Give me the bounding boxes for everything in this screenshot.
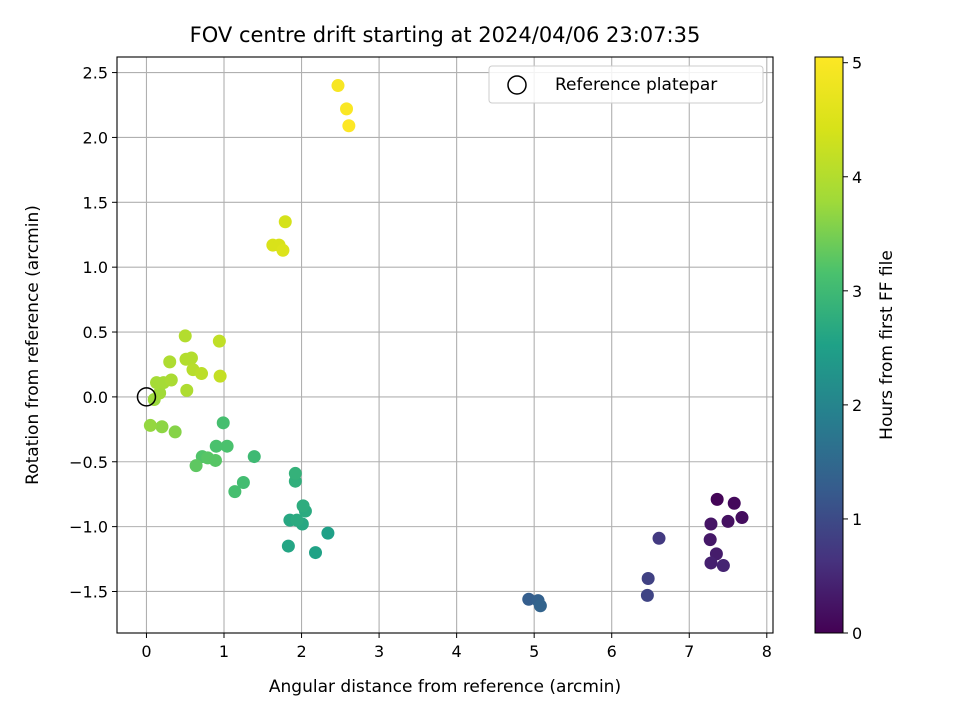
x-tick-label: 3 <box>374 642 384 661</box>
data-point <box>288 466 302 480</box>
chart-title: FOV centre drift starting at 2024/04/06 … <box>190 23 701 47</box>
data-point <box>710 492 724 506</box>
data-point <box>704 517 718 531</box>
x-tick-label: 4 <box>452 642 462 661</box>
data-point <box>721 514 735 528</box>
y-tick-label: 1.0 <box>83 258 108 277</box>
plot-area: 0 1 2 3 4 5 6 7 8 −1.5 −1.0 −0.5 0.0 0.5 1.0 1.5 2.0 2.5 <box>69 56 774 661</box>
y-tick-label: −1.0 <box>69 518 108 537</box>
x-tick-label: 5 <box>529 642 539 661</box>
legend-box <box>488 65 764 104</box>
data-point <box>640 588 654 602</box>
data-point <box>195 367 209 381</box>
colorbar-tick-label: 2 <box>852 396 862 415</box>
y-tick-label: 0.5 <box>83 323 108 342</box>
colorbar: 0 1 2 3 4 5 Hours from first FF file <box>814 54 897 643</box>
colorbar-ticks: 0 1 2 3 4 5 <box>843 54 862 643</box>
data-point <box>652 531 666 545</box>
data-point <box>213 369 227 383</box>
data-point <box>340 102 354 116</box>
x-tick-label: 0 <box>141 642 151 661</box>
data-point <box>164 373 178 387</box>
data-point <box>168 425 182 439</box>
colorbar-tick-label: 1 <box>852 510 862 529</box>
data-point <box>184 351 198 365</box>
colorbar-tick-label: 4 <box>852 168 862 187</box>
plot-frame <box>116 56 774 634</box>
x-tick-label: 8 <box>762 642 772 661</box>
data-points <box>143 79 749 613</box>
x-tick-label: 6 <box>607 642 617 661</box>
data-point <box>178 329 192 343</box>
legend-open-circle-marker <box>507 75 527 95</box>
data-point <box>703 533 717 547</box>
data-point <box>208 453 222 467</box>
x-tick-label: 2 <box>296 642 306 661</box>
x-axis-label: Angular distance from reference (arcmin) <box>269 677 621 697</box>
legend: Reference platepar <box>488 65 764 104</box>
grid <box>117 57 773 633</box>
data-point <box>228 485 242 499</box>
data-point <box>727 496 741 510</box>
y-tick-label: 2.5 <box>83 64 108 83</box>
y-tick-label: 0.0 <box>83 388 108 407</box>
data-point <box>641 572 655 586</box>
y-tick-label: 1.5 <box>83 193 108 212</box>
data-point <box>216 416 230 430</box>
y-axis-label: Rotation from reference (arcmin) <box>23 205 43 485</box>
data-point <box>276 243 290 257</box>
data-point <box>163 355 177 369</box>
x-axis-ticks: 0 1 2 3 4 5 6 7 8 <box>141 633 772 661</box>
colorbar-tick-label: 3 <box>852 282 862 301</box>
colorbar-tick-label: 0 <box>852 624 862 643</box>
x-tick-label: 1 <box>219 642 229 661</box>
data-point <box>321 526 335 540</box>
data-point <box>735 511 749 525</box>
y-tick-label: 2.0 <box>83 128 108 147</box>
data-point <box>281 539 295 553</box>
data-point <box>309 546 323 560</box>
data-point <box>236 476 250 490</box>
data-point <box>247 450 261 464</box>
data-point <box>716 559 730 573</box>
y-axis-ticks: −1.5 −1.0 −0.5 0.0 0.5 1.0 1.5 2.0 2.5 <box>69 64 117 601</box>
data-point <box>331 79 345 93</box>
y-tick-label: −1.5 <box>69 582 108 601</box>
data-point <box>533 599 547 613</box>
colorbar-tick-label: 5 <box>852 54 862 73</box>
data-point <box>212 334 226 348</box>
data-point <box>220 439 234 453</box>
y-tick-label: −0.5 <box>69 453 108 472</box>
colorbar-label: Hours from first FF file <box>877 250 897 440</box>
data-point <box>278 215 292 229</box>
data-point <box>342 119 356 133</box>
data-point <box>296 499 310 513</box>
data-point <box>290 513 304 527</box>
legend-label-reference-platepar: Reference platepar <box>555 75 717 95</box>
data-point <box>704 556 718 570</box>
data-point <box>155 420 169 434</box>
colorbar-gradient <box>814 56 844 634</box>
x-tick-label: 7 <box>684 642 694 661</box>
data-point <box>189 459 203 473</box>
data-point <box>209 439 223 453</box>
data-point <box>143 418 157 432</box>
data-point <box>153 386 167 400</box>
data-point <box>180 383 194 397</box>
reference-platepar-marker <box>136 387 157 407</box>
